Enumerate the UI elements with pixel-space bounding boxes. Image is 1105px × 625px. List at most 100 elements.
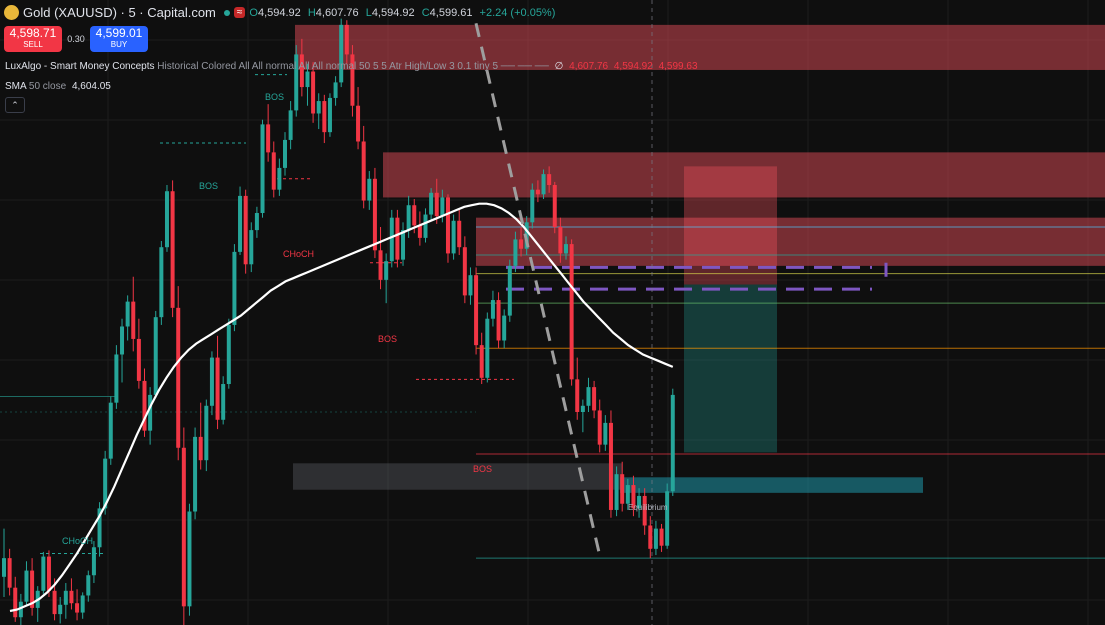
candle-body [294,54,299,111]
symbol-title[interactable]: Gold (XAUUSD) · 5 · Capital.com [23,5,216,20]
candle-body [665,491,670,546]
candle-body [648,525,653,549]
candle-body [530,189,535,223]
candle-body [266,124,271,153]
candle-body [114,354,119,403]
candle-body [451,220,456,254]
candle-body [91,547,96,576]
candle-body [440,197,445,217]
candle-body [153,317,158,395]
candle-body [603,422,608,445]
candle-body [384,261,389,280]
sma-legend[interactable]: SMA 50 close 4,604.05 [5,81,111,92]
trade-buttons: 4,598.71 SELL 0.30 4,599.01 BUY [4,26,148,52]
spread-value: 0.30 [67,34,85,44]
candle-body [659,528,664,546]
candle-body [46,556,51,591]
candle-body [356,105,361,142]
candle-body [597,410,602,445]
candle-body [474,275,479,346]
candle-body [108,402,113,459]
candle-body [468,275,473,296]
candle-body [625,485,630,504]
candle-body [24,570,29,602]
zone-box [476,217,1105,266]
candle-body [215,357,220,420]
candle-body [311,71,316,114]
candle-body [485,318,490,378]
candle-body [221,384,226,420]
candle-body [136,338,141,381]
buy-button[interactable]: 4,599.01 BUY [90,26,148,52]
candle-body [299,54,304,88]
wave-icon[interactable]: ≈ [233,7,246,18]
candle-body [120,326,125,355]
candle-body [75,603,80,613]
candle-body [209,357,214,406]
ohlc-readout: O4,594.92 H4,607.76 L4,594.92 C4,599.61 … [249,6,556,19]
candle-body [305,71,310,88]
candle-body [176,307,181,448]
candle-body [164,191,169,248]
candle-body [159,247,164,318]
sma-line [9,202,674,613]
candle-body [131,301,136,339]
candle-body [378,250,383,280]
zone-box [293,463,622,490]
candle-body [243,195,248,265]
candle-body [69,590,74,604]
candle-body [389,217,394,262]
candle-body [187,511,192,607]
candle-body [367,178,372,201]
candle-body [18,601,23,618]
structure-label: BOS [199,181,218,191]
candle-body [637,495,642,509]
candle-body [148,394,153,431]
candle-body [558,226,563,254]
candle-body [631,485,636,509]
candle-body [552,185,557,227]
candle-body [564,244,568,254]
candle-body [63,590,68,605]
candle-body [271,152,276,190]
zone-box [295,24,1105,70]
candle-body [339,24,344,83]
candle-body [423,214,428,238]
candle-body [507,265,512,316]
candle-body [479,345,484,378]
structure-label: BOS [473,464,492,474]
candle-body [401,230,406,260]
candle-body [142,380,147,431]
candle-body [535,189,540,195]
candle-body [586,387,591,406]
candle-body [502,315,507,341]
candle-body [260,124,265,213]
candle-body [457,220,462,248]
candle-body [193,436,198,512]
structure-label: CHoCH [283,249,314,259]
candle-body [372,178,377,251]
candle-body [316,101,321,114]
candle-body [125,301,130,327]
structure-label: CHoCH [62,536,93,546]
sell-button[interactable]: 4,598.71 SELL [4,26,62,52]
candle-body [7,558,12,588]
chevron-up-icon[interactable]: ⌃ [5,97,25,113]
candle-body [327,97,332,133]
candle-body [575,379,580,413]
target-area [684,284,777,453]
candle-body [232,251,237,325]
structure-label: Equilibrium [628,503,668,512]
candle-body [80,595,85,613]
candle-body [254,212,259,231]
candle-body [541,174,546,195]
candle-body [288,110,293,140]
candle-body [103,458,108,509]
structure-label: BOS [378,334,397,344]
candle-body [614,474,619,510]
candle-body [350,54,355,106]
luxalgo-legend[interactable]: LuxAlgo - Smart Money Concepts Historica… [5,61,698,72]
candle-body [496,300,501,341]
candle-body [490,300,495,319]
